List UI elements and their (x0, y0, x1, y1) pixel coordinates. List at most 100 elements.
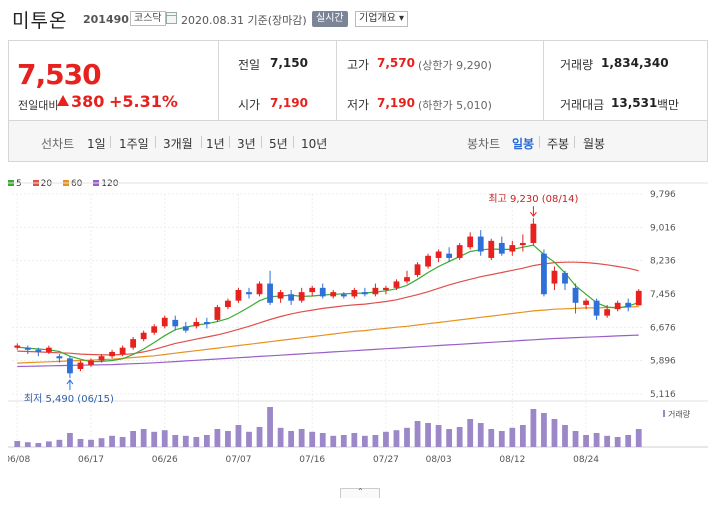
stock-code: 201490 (83, 13, 129, 26)
volume-bar (446, 429, 453, 447)
candle-body (67, 358, 73, 374)
candle-body (235, 289, 242, 301)
volume-bar (35, 443, 42, 447)
high-value: 7,570 (377, 56, 415, 70)
volume-bar (130, 431, 137, 447)
change-percent: +5.31% (109, 92, 178, 111)
candle-chart-label: 봉차트 (467, 137, 501, 151)
volume-bar (256, 427, 263, 447)
stock-header: 미투온 201490 코스닥 2020.08.31 기준(장마감) 실시간 기업… (0, 0, 710, 36)
amount-value: 13,531 (611, 96, 658, 110)
volume-bar (119, 437, 126, 447)
y-tick-label: 7,456 (650, 290, 676, 300)
tab-divider (155, 136, 156, 148)
tab-3month[interactable]: 3개월 (163, 137, 193, 151)
volume-bar (340, 435, 347, 447)
tab-divider (261, 136, 262, 148)
candle-body (446, 253, 453, 258)
candle-body (130, 339, 137, 348)
volume-bar (583, 435, 589, 447)
prev-close-value: 7,150 (270, 56, 308, 70)
candle-body (309, 287, 316, 293)
candle-body (277, 292, 284, 299)
volume-bar (309, 431, 316, 447)
volume-bar (277, 427, 284, 447)
tab-5year[interactable]: 5년 (269, 137, 288, 151)
ma120-line (17, 334, 639, 368)
up-arrow-icon (57, 95, 69, 106)
realtime-button[interactable]: 실시간 (312, 11, 348, 27)
tab-daily[interactable]: 일봉 (512, 137, 535, 151)
tab-1day[interactable]: 1일 (87, 137, 106, 151)
tab-10year[interactable]: 10년 (301, 137, 328, 151)
ma5-line (17, 244, 639, 363)
tab-1week[interactable]: 1주일 (119, 137, 149, 151)
low-annotation: 최저 5,490 (06/15) (24, 393, 114, 405)
candle-body (572, 287, 579, 303)
company-info-dropdown[interactable]: 기업개요 ▾ (355, 11, 408, 27)
volume-bar (330, 435, 337, 447)
candle-body (246, 292, 252, 295)
volume-bar (593, 433, 600, 447)
x-tick-label: 06/17 (78, 455, 104, 465)
tab-divider (293, 136, 294, 148)
tab-divider (229, 136, 230, 148)
candle-body (541, 253, 547, 295)
volume-bar (435, 425, 442, 447)
candle-body (614, 302, 621, 310)
stock-chart[interactable]: 9,796 9,016 8,236 7,456 6,676 5,896 5,116 06/08… (8, 165, 708, 495)
volume-bar (214, 429, 221, 447)
volume-bar (246, 431, 252, 447)
x-tick-label: 07/16 (299, 455, 325, 465)
volume-bar (383, 431, 389, 447)
candle-body (593, 300, 600, 316)
candle-body (56, 356, 63, 359)
candle-body (519, 242, 526, 246)
tab-1year[interactable]: 1년 (206, 137, 225, 151)
candle-body (119, 347, 126, 355)
candle-body (604, 309, 611, 316)
x-tick-label: 07/07 (225, 455, 251, 465)
volume-bar (288, 431, 295, 447)
prev-close-label: 전일 (238, 58, 261, 72)
tab-divider (574, 136, 575, 148)
x-tick-label: 08/24 (573, 455, 599, 465)
candle-body (635, 290, 642, 306)
volume-bar (625, 435, 632, 447)
expand-toggle-button[interactable]: ⌃ (340, 487, 380, 498)
volume-bar (572, 431, 579, 447)
candle-body (140, 332, 147, 340)
candle-body (24, 347, 31, 350)
candle-body (404, 277, 410, 282)
candle-body (14, 345, 21, 348)
divider (336, 41, 337, 121)
candle-body (88, 360, 94, 365)
stock-name: 미투온 (12, 10, 68, 32)
volume-bar (203, 435, 210, 447)
change-label: 전일대비 (18, 99, 59, 112)
candle-body (351, 289, 358, 297)
candle-body (151, 326, 158, 333)
ma5-label: 5 (16, 179, 22, 189)
volume-bar (562, 425, 568, 447)
volume-bar (467, 419, 474, 447)
lower-limit: (하한가 5,010) (418, 99, 492, 112)
tab-weekly[interactable]: 주봉 (547, 137, 570, 151)
candle-body (467, 236, 474, 248)
current-price: 7,530 (17, 58, 102, 91)
candle-body (425, 255, 431, 267)
x-tick-label: 08/03 (426, 455, 452, 465)
volume-bar (151, 431, 158, 447)
volume-bar (361, 435, 368, 447)
line-chart-label: 선차트 (41, 137, 75, 151)
volume-bar (67, 433, 73, 447)
candle-body (583, 300, 589, 305)
ma60-label: 60 (70, 179, 83, 189)
volume-bar (109, 435, 115, 447)
volume-bar (77, 439, 84, 447)
tab-monthly[interactable]: 월봉 (583, 137, 606, 151)
divider (9, 120, 707, 121)
tab-3year[interactable]: 3년 (237, 137, 256, 151)
candle-body (161, 317, 168, 327)
y-tick-label: 9,796 (650, 190, 676, 200)
